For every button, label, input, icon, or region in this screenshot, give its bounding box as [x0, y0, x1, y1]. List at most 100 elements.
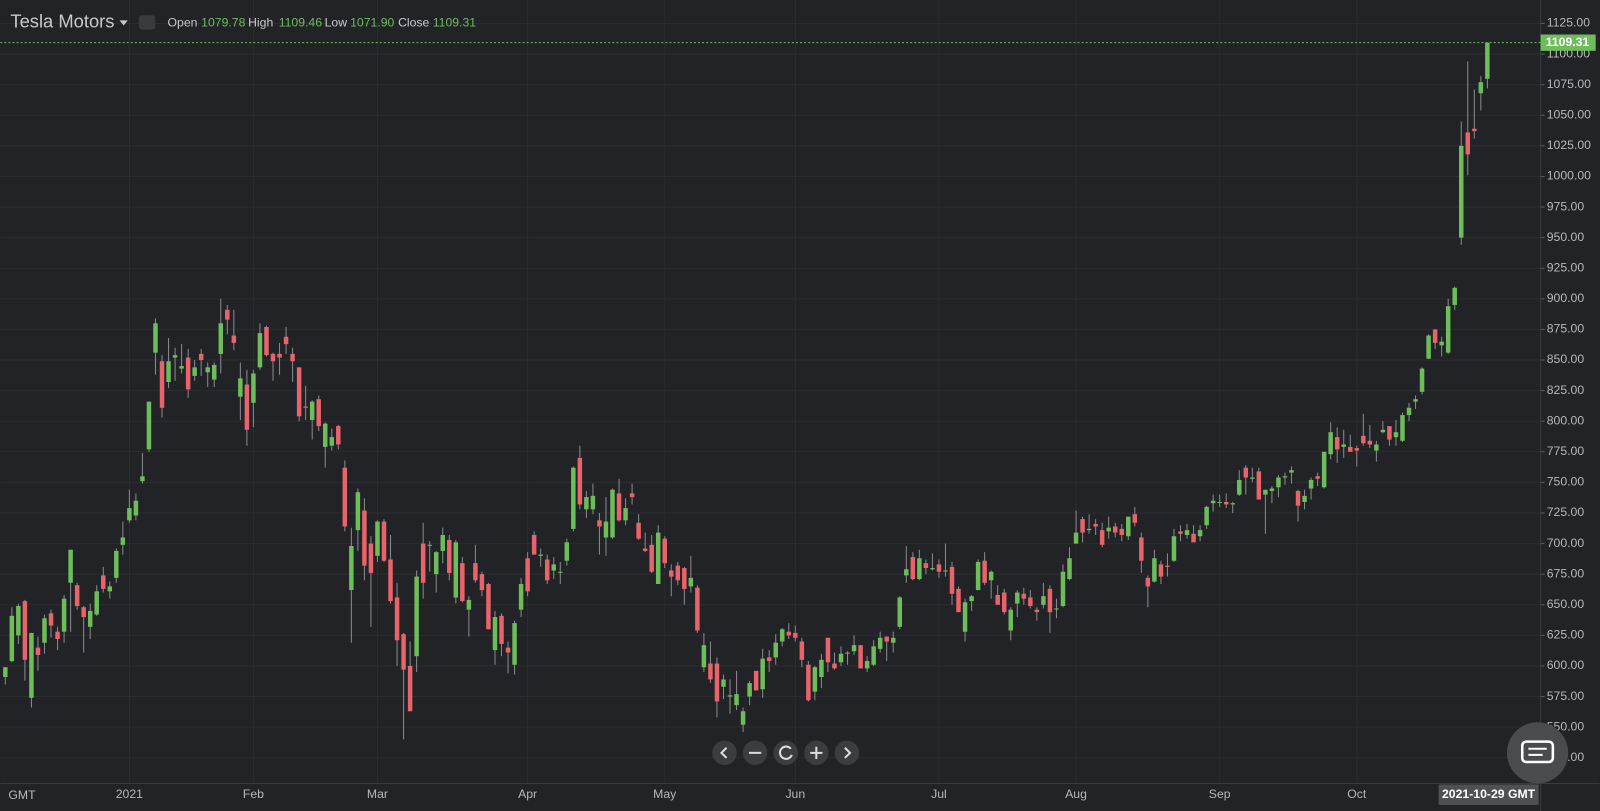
candle-body — [786, 631, 792, 636]
candle-body — [1445, 306, 1451, 353]
candle-body — [486, 583, 491, 630]
candle-body — [1204, 506, 1209, 526]
candle-body — [1184, 530, 1190, 536]
candle-body — [1472, 128, 1477, 132]
symbol-title[interactable]: Tesla Motors — [10, 10, 114, 31]
pan-right-button[interactable] — [834, 740, 860, 766]
candle-body — [1008, 609, 1014, 631]
zoom-controls — [712, 740, 860, 766]
y-tick-label: 925.00 — [1547, 260, 1585, 274]
y-tick-label: 775.00 — [1547, 444, 1585, 458]
candle-body — [283, 336, 289, 345]
candle-body — [708, 663, 713, 680]
chat-button[interactable] — [1506, 722, 1569, 784]
candle-body — [42, 618, 47, 643]
candle-body — [851, 645, 857, 652]
x-tick-label: 2021 — [116, 787, 143, 801]
candle-body — [447, 539, 452, 573]
y-tick-label: 950.00 — [1547, 230, 1585, 244]
candle-body — [1263, 489, 1268, 495]
candles — [3, 42, 1490, 740]
candle-body — [35, 647, 41, 655]
candle-body — [1028, 597, 1033, 607]
symbol-dropdown[interactable] — [119, 20, 128, 26]
candle-body — [825, 637, 831, 663]
candle-body — [179, 366, 184, 369]
crosshair-date: 2021-10-29 GMT — [1442, 787, 1536, 801]
candle-body — [1459, 145, 1464, 238]
reset-button[interactable] — [773, 740, 798, 766]
candle-body — [812, 667, 818, 692]
candle-body — [368, 543, 374, 573]
candle-body — [1139, 537, 1144, 561]
candle-body — [127, 508, 132, 521]
candle-body — [1047, 588, 1053, 613]
candle-body — [1132, 514, 1138, 523]
pan-right-icon — [844, 747, 852, 759]
candle-body — [388, 559, 393, 602]
candle-body — [1165, 565, 1170, 567]
candle-body — [962, 602, 968, 632]
candle-body — [499, 615, 504, 644]
candle-body — [1315, 476, 1320, 479]
candle-body — [420, 543, 426, 583]
candle-body — [1361, 435, 1366, 444]
candle-body — [1243, 467, 1249, 478]
candle-body — [140, 476, 145, 482]
candle-body — [381, 521, 387, 561]
candle-body — [1465, 132, 1471, 155]
candle-body — [819, 659, 824, 677]
timezone-label: GMT — [8, 788, 36, 802]
candle-body — [238, 378, 243, 397]
candle-body — [68, 549, 73, 583]
y-tick-label: 1075.00 — [1547, 77, 1591, 91]
candle-body — [766, 657, 772, 662]
candle-body — [394, 597, 400, 641]
candle-body — [949, 566, 955, 594]
candle-body — [466, 599, 472, 610]
y-tick-label: 975.00 — [1547, 199, 1585, 213]
candle-body — [956, 588, 961, 613]
candle-body — [1328, 432, 1333, 455]
candle-body — [1191, 533, 1196, 543]
y-tick-label: 750.00 — [1547, 475, 1585, 489]
candle-body — [329, 437, 335, 446]
candle-body — [995, 594, 1000, 605]
candle-body — [936, 564, 942, 572]
candle-body — [94, 591, 99, 615]
pan-left-button[interactable] — [712, 740, 737, 766]
open-value: 1079.78 — [201, 16, 245, 30]
y-tick-label: 1025.00 — [1547, 138, 1591, 152]
y-tick-label: 575.00 — [1547, 689, 1585, 703]
candle-body — [74, 585, 80, 607]
candle-body — [153, 323, 158, 353]
candle-body — [1250, 477, 1255, 479]
candle-body — [414, 576, 419, 657]
candle-body — [642, 548, 648, 551]
x-tick-label: Apr — [518, 787, 537, 801]
candle-body — [1289, 470, 1294, 473]
candle-body — [988, 571, 994, 581]
crosshair-date-box — [1438, 784, 1539, 805]
x-tick-label: Aug — [1065, 787, 1087, 801]
candle-body — [1067, 558, 1072, 580]
candle-body — [29, 632, 34, 698]
candle-body — [225, 309, 230, 320]
candle-body — [22, 601, 28, 660]
candle-body — [923, 563, 929, 569]
candle-body — [616, 493, 622, 521]
settings-icon[interactable] — [138, 15, 156, 30]
candle-body — [1171, 536, 1177, 561]
candle-body — [1099, 530, 1105, 545]
candle-body — [714, 663, 720, 702]
candle-body — [982, 560, 987, 583]
candle-body — [603, 521, 609, 538]
candle-body — [518, 583, 524, 610]
candle-body — [192, 367, 197, 376]
candle-body — [1178, 531, 1183, 534]
candle-body — [1334, 437, 1340, 450]
candle-body — [1295, 490, 1301, 506]
candle-body — [1308, 479, 1314, 489]
high-label: High — [248, 16, 273, 30]
